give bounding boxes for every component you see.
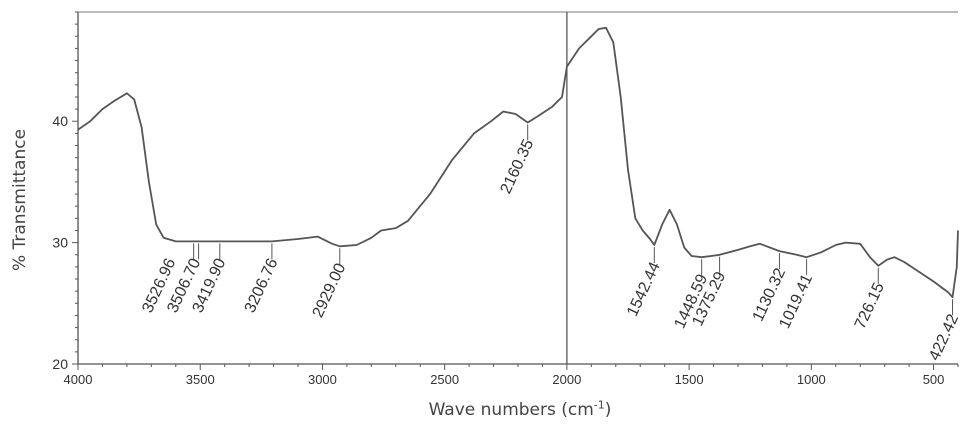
spectrum-line	[77, 26, 959, 299]
x-axis-title: Wave numbers (cm-1)	[428, 398, 612, 420]
plot-frame	[77, 11, 958, 365]
x-axis-title-wrap: Wave numbers (cm-1)	[0, 398, 960, 420]
annotation-label: 2160.35	[497, 137, 537, 197]
x-tick-label: 4000	[64, 372, 93, 387]
x-tick-label: 2500	[430, 372, 459, 387]
x-axis-ticks: 4000 3500 3000 2500 2000 1500 1000 500	[64, 364, 959, 387]
x-tick-label: 3000	[308, 372, 337, 387]
annotation-label: 422.42	[926, 312, 960, 364]
annotation-label: 3206.76	[242, 256, 282, 316]
x-tick-label: 2000	[552, 372, 581, 387]
x-tick-label: 1000	[797, 372, 826, 387]
spectrum-series	[77, 26, 959, 299]
x-tick-label: 1500	[675, 372, 704, 387]
annotation-label: 726.15	[852, 280, 888, 332]
x-axis-title-close: )	[604, 399, 612, 420]
y-tick-label: 30	[52, 235, 68, 251]
x-tick-label: 500	[923, 372, 945, 387]
y-axis-ticks: 20 30 40	[52, 11, 78, 372]
y-tick-label: 20	[52, 356, 68, 372]
annotation-label: 2929.00	[310, 261, 350, 321]
y-tick-label: 40	[52, 113, 68, 129]
x-axis-title-unit-exponent: -1	[593, 398, 605, 411]
annotation-label: 1542.44	[624, 259, 664, 319]
y-axis-title: % Transmittance	[10, 128, 30, 272]
x-tick-label: 3500	[186, 372, 215, 387]
x-axis-title-text: Wave numbers (cm	[428, 399, 594, 420]
